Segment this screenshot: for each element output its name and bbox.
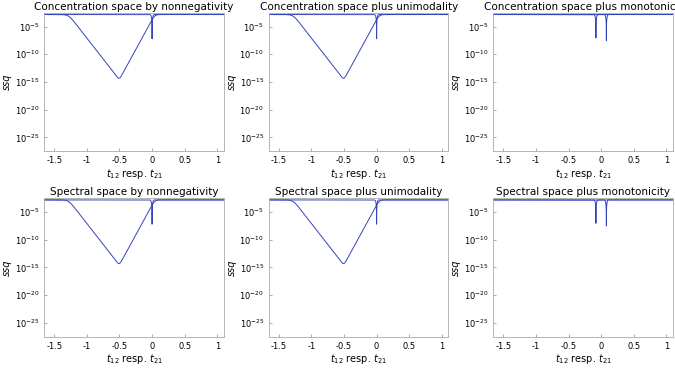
Title: Concentration space plus unimodality: Concentration space plus unimodality: [260, 2, 458, 12]
Title: Spectral space by nonnegativity: Spectral space by nonnegativity: [50, 187, 219, 198]
Y-axis label: ssq: ssq: [2, 259, 12, 276]
Y-axis label: ssq: ssq: [2, 74, 12, 90]
X-axis label: $t_{12}$ resp. $t_{21}$: $t_{12}$ resp. $t_{21}$: [555, 352, 612, 366]
Title: Concentration space by nonnegativity: Concentration space by nonnegativity: [34, 2, 234, 12]
Y-axis label: ssq: ssq: [451, 259, 461, 276]
Y-axis label: ssq: ssq: [227, 74, 237, 90]
X-axis label: $t_{12}$ resp. $t_{21}$: $t_{12}$ resp. $t_{21}$: [105, 352, 163, 366]
Title: Spectral space plus monotonicity: Spectral space plus monotonicity: [496, 187, 670, 198]
Title: Spectral space plus unimodality: Spectral space plus unimodality: [275, 187, 442, 198]
Y-axis label: ssq: ssq: [227, 259, 237, 276]
X-axis label: $t_{12}$ resp. $t_{21}$: $t_{12}$ resp. $t_{21}$: [330, 167, 387, 181]
X-axis label: $t_{12}$ resp. $t_{21}$: $t_{12}$ resp. $t_{21}$: [555, 167, 612, 181]
X-axis label: $t_{12}$ resp. $t_{21}$: $t_{12}$ resp. $t_{21}$: [330, 352, 387, 366]
Title: Concentration space plus monotonicit: Concentration space plus monotonicit: [484, 2, 675, 12]
Y-axis label: ssq: ssq: [451, 74, 461, 90]
X-axis label: $t_{12}$ resp. $t_{21}$: $t_{12}$ resp. $t_{21}$: [105, 167, 163, 181]
